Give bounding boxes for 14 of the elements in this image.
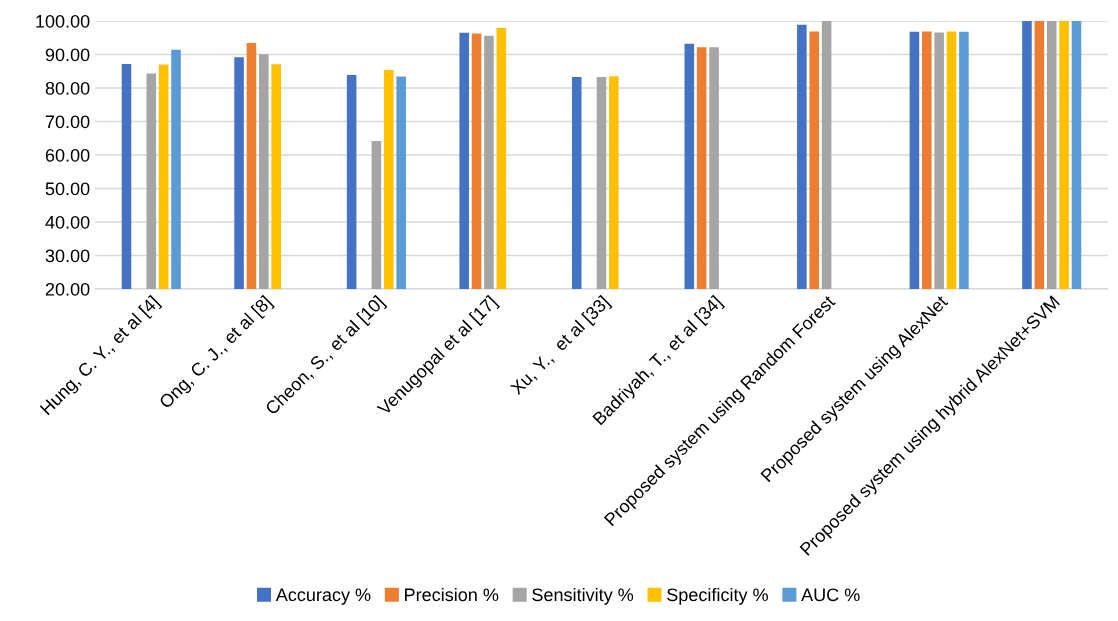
legend-label: Specificity % bbox=[667, 587, 768, 605]
y-tick-label: 80.00 bbox=[45, 81, 90, 95]
y-tick-label: 20.00 bbox=[45, 282, 90, 296]
y-tick-label: 70.00 bbox=[45, 115, 90, 129]
legend-label: Precision % bbox=[405, 587, 499, 602]
y-tick-label: 40.00 bbox=[45, 215, 90, 229]
y-tick-label: 100.00 bbox=[36, 14, 90, 28]
legend-label: AUC % bbox=[801, 588, 860, 602]
y-tick-label: 30.00 bbox=[45, 249, 90, 263]
legend-label: Accuracy % bbox=[275, 588, 371, 605]
y-tick-label: 90.00 bbox=[45, 48, 90, 62]
y-tick-label: 50.00 bbox=[45, 182, 90, 196]
legend-label: Sensitivity % bbox=[532, 587, 634, 605]
y-tick-label: 60.00 bbox=[45, 148, 90, 162]
